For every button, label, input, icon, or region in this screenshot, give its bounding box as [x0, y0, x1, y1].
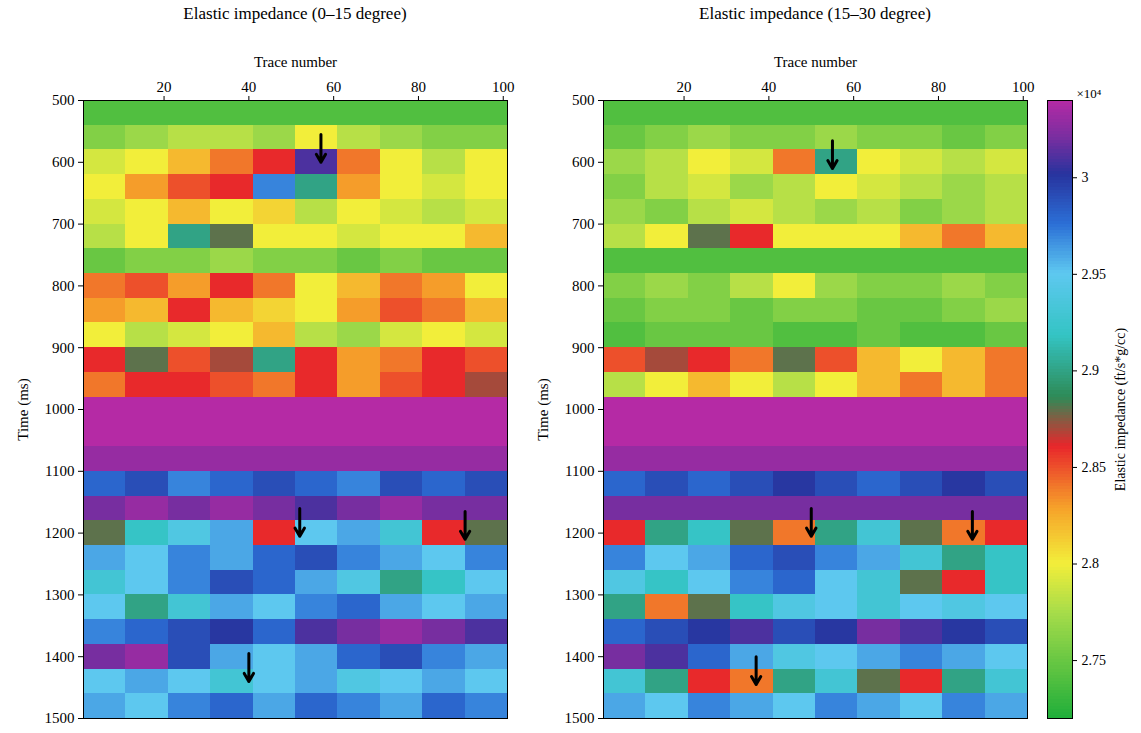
svg-text:60: 60: [846, 79, 861, 95]
svg-text:Time (ms): Time (ms): [15, 378, 32, 440]
svg-text:1400: 1400: [45, 649, 75, 665]
svg-text:1300: 1300: [565, 587, 595, 603]
svg-text:2.95: 2.95: [1082, 267, 1107, 282]
svg-text:100: 100: [492, 79, 515, 95]
svg-text:60: 60: [326, 79, 341, 95]
svg-text:40: 40: [241, 79, 256, 95]
svg-text:20: 20: [157, 79, 172, 95]
svg-text:1000: 1000: [45, 401, 75, 417]
svg-text:1200: 1200: [45, 525, 75, 541]
svg-text:800: 800: [52, 278, 75, 294]
svg-text:1500: 1500: [45, 710, 75, 726]
svg-text:800: 800: [572, 278, 595, 294]
svg-text:500: 500: [572, 92, 595, 108]
svg-text:2.8: 2.8: [1082, 556, 1100, 571]
svg-text:2.9: 2.9: [1082, 363, 1100, 378]
svg-text:80: 80: [411, 79, 426, 95]
svg-text:Time (ms): Time (ms): [535, 378, 552, 440]
svg-text:1000: 1000: [565, 401, 595, 417]
svg-text:80: 80: [931, 79, 946, 95]
svg-text:2.85: 2.85: [1082, 460, 1107, 475]
svg-text:1300: 1300: [45, 587, 75, 603]
svg-text:100: 100: [1012, 79, 1035, 95]
html-text:Elastic impedance (15–30 degre: Elastic impedance (15–30 degree): [699, 4, 931, 23]
svg-text:1100: 1100: [45, 463, 74, 479]
svg-text:×10⁴: ×10⁴: [1077, 86, 1102, 101]
svg-text:600: 600: [52, 154, 75, 170]
svg-text:Trace number: Trace number: [774, 54, 857, 70]
svg-text:1500: 1500: [565, 710, 595, 726]
svg-text:700: 700: [572, 216, 595, 232]
html-text:Elastic impedance (0–15 degree: Elastic impedance (0–15 degree): [183, 4, 407, 23]
svg-text:40: 40: [761, 79, 776, 95]
svg-text:500: 500: [52, 92, 75, 108]
svg-text:20: 20: [677, 79, 692, 95]
svg-text:Elastic impedance (ft/s*g/cc): Elastic impedance (ft/s*g/cc): [1113, 328, 1129, 492]
svg-text:Trace number: Trace number: [254, 54, 337, 70]
svg-text:900: 900: [572, 340, 595, 356]
svg-text:3: 3: [1082, 170, 1089, 185]
svg-text:900: 900: [52, 340, 75, 356]
svg-text:700: 700: [52, 216, 75, 232]
svg-text:1100: 1100: [565, 463, 594, 479]
svg-text:1200: 1200: [565, 525, 595, 541]
svg-text:2.75: 2.75: [1082, 653, 1107, 668]
svg-text:600: 600: [572, 154, 595, 170]
svg-text:1400: 1400: [565, 649, 595, 665]
